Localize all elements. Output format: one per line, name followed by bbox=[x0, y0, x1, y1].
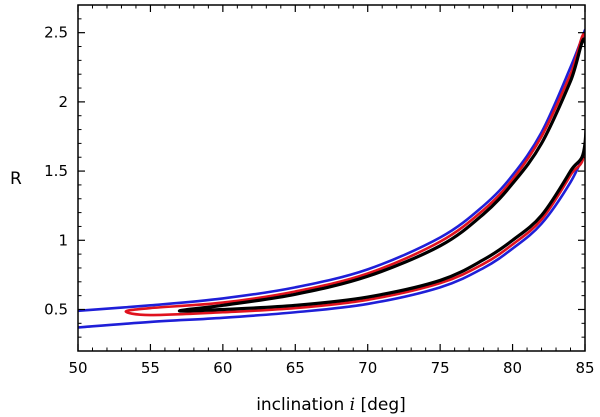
x-axis-label-symbol: i bbox=[350, 395, 355, 415]
y-tick-label: 1 bbox=[58, 231, 68, 249]
ticks-layer bbox=[77, 5, 586, 351]
x-tick-label: 80 bbox=[503, 359, 522, 377]
plot-frame bbox=[77, 4, 586, 352]
tick-labels-layer: 50 55 60 65 70 75 80 85 0.5 1 1.5 2 2.5 bbox=[44, 24, 594, 377]
blue-contour-line-1 bbox=[78, 28, 585, 313]
x-axis-label-suffix: [deg] bbox=[355, 395, 406, 415]
red-contour-line-1 bbox=[124, 32, 585, 317]
x-tick-label: 60 bbox=[213, 359, 232, 377]
x-axis-label: inclination i [deg] bbox=[256, 395, 406, 415]
y-tick-label: 1.5 bbox=[44, 162, 68, 180]
x-tick-label: 70 bbox=[358, 359, 377, 377]
x-tick-label: 75 bbox=[431, 359, 450, 377]
x-tick-label: 65 bbox=[286, 359, 305, 377]
y-tick-label: 2.5 bbox=[44, 24, 68, 42]
y-axis-label: R bbox=[10, 169, 22, 189]
curves-layer bbox=[78, 28, 585, 329]
x-tick-label: 55 bbox=[141, 359, 160, 377]
black-contour-line-1 bbox=[177, 37, 585, 313]
blue-contour-line-2 bbox=[78, 150, 585, 329]
x-tick-label: 85 bbox=[575, 359, 594, 377]
y-tick-label: 0.5 bbox=[44, 300, 68, 318]
x-axis-label-prefix: inclination bbox=[256, 395, 349, 415]
x-tick-label: 50 bbox=[68, 359, 87, 377]
y-tick-label: 2 bbox=[58, 93, 68, 111]
